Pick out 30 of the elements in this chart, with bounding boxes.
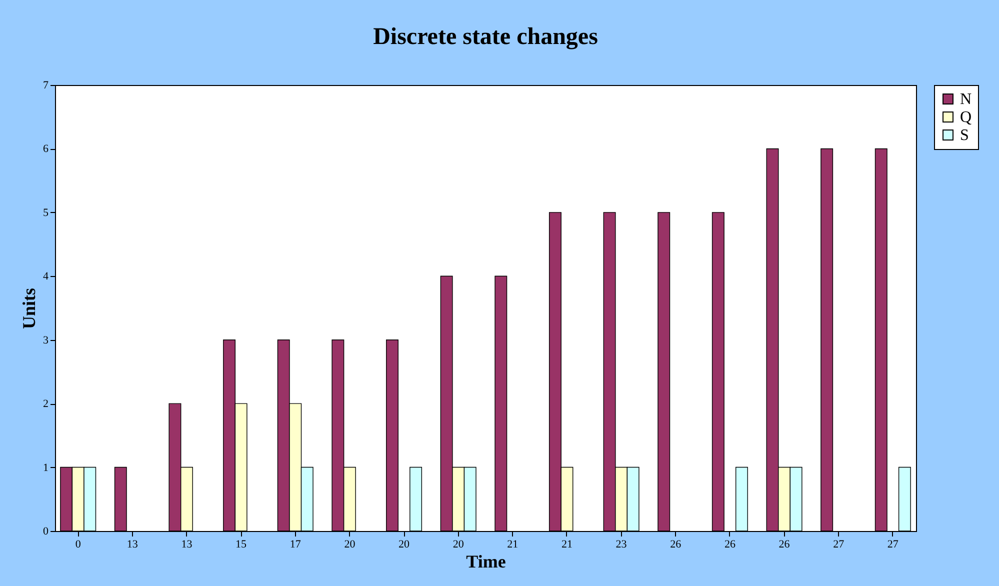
legend-label: N — [960, 91, 972, 108]
x-tick-label: 21 — [561, 538, 572, 550]
x-tick-label: 0 — [75, 538, 82, 550]
x-tick-label: 27 — [833, 538, 845, 550]
legend-label: S — [960, 127, 969, 144]
y-tick-label: 5 — [43, 206, 49, 219]
x-tick-label: 13 — [181, 538, 193, 550]
y-tick-label: 2 — [43, 398, 48, 410]
x-tick-label: 26 — [724, 538, 736, 550]
x-tick-label: 20 — [398, 538, 410, 550]
y-tick-label: 7 — [43, 80, 49, 92]
x-tick-label: 27 — [887, 538, 899, 550]
y-tick-label: 4 — [43, 270, 49, 283]
y-tick-label: 6 — [43, 143, 49, 156]
y-tick-label: 0 — [43, 526, 49, 538]
x-tick-label: 21 — [507, 538, 518, 550]
x-tick-label: 26 — [670, 538, 682, 550]
x-tick-label: 26 — [778, 538, 790, 550]
x-tick-label: 20 — [452, 538, 464, 550]
y-axis-title: Units — [19, 288, 39, 330]
x-tick-label: 23 — [616, 538, 628, 550]
x-tick-label: 20 — [344, 538, 356, 550]
x-tick-label: 13 — [126, 538, 138, 550]
x-tick-label: 17 — [290, 538, 302, 550]
x-tick-label: 15 — [236, 538, 248, 550]
y-tick-label: 3 — [43, 334, 49, 346]
y-tick-label: 1 — [43, 462, 48, 474]
x-axis-title: Time — [466, 552, 506, 572]
legend-label: Q — [960, 109, 972, 126]
chart-title: Discrete state changes — [373, 24, 598, 50]
